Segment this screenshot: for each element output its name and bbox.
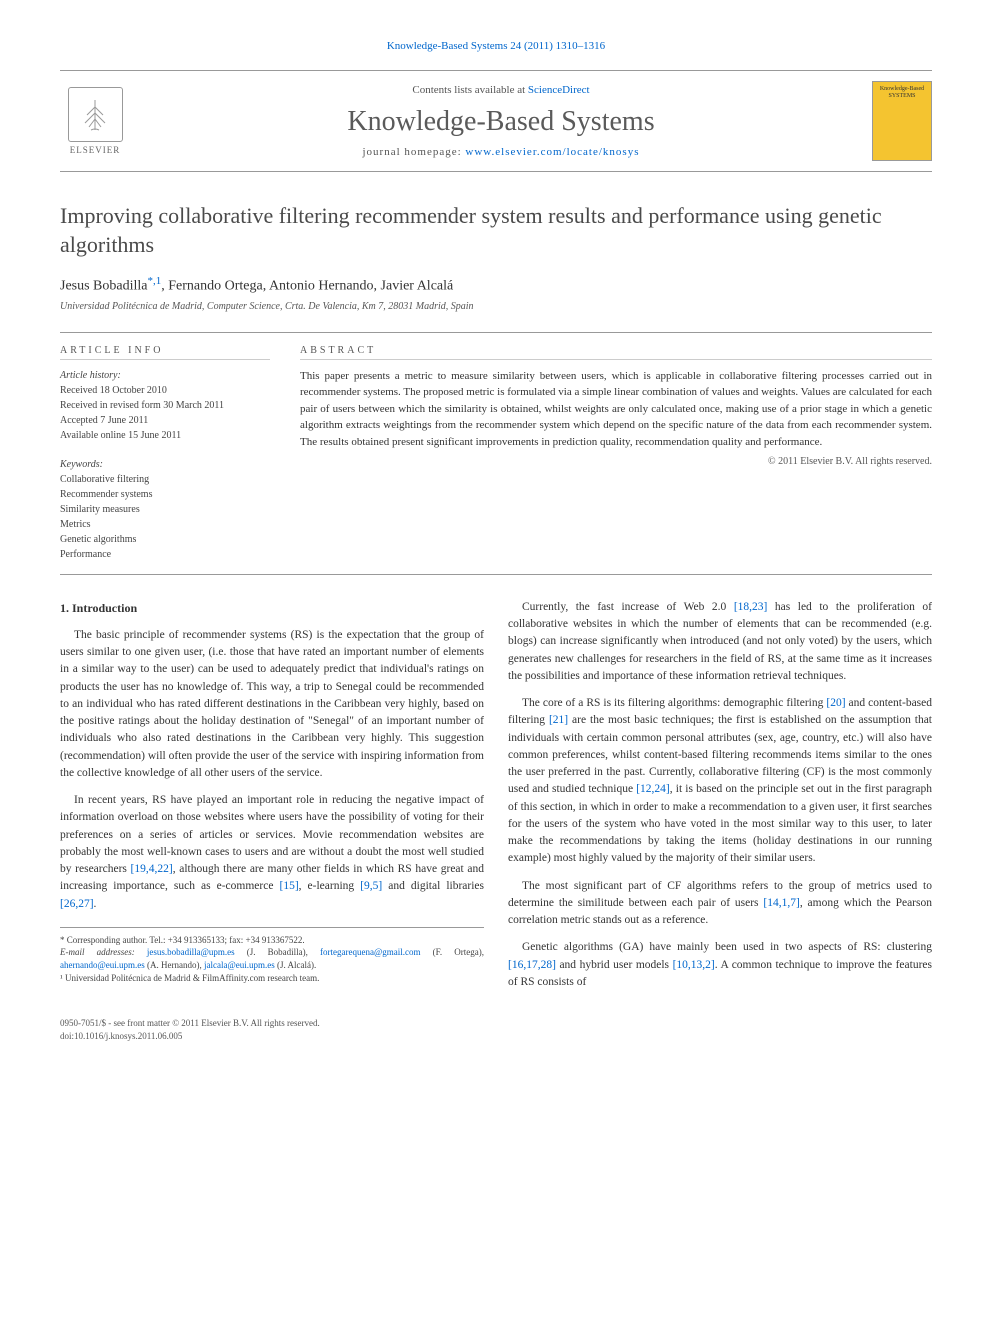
column-right: Currently, the fast increase of Web 2.0 … — [508, 599, 932, 1001]
cover-text: Knowledge-Based SYSTEMS — [877, 86, 927, 99]
doi-line: doi:10.1016/j.knosys.2011.06.005 — [60, 1030, 932, 1043]
journal-name: Knowledge-Based Systems — [130, 106, 872, 138]
author-primary: Jesus Bobadilla — [60, 279, 148, 294]
column-left: 1. Introduction The basic principle of r… — [60, 599, 484, 1001]
ref-link[interactable]: [19,4,22] — [131, 863, 173, 875]
homepage-prefix: journal homepage: — [362, 146, 465, 158]
masthead: ELSEVIER Contents lists available at Sci… — [60, 70, 932, 172]
text: (J. Bobadilla), — [235, 947, 320, 957]
homepage-link[interactable]: www.elsevier.com/locate/knosys — [465, 146, 639, 158]
paragraph: Currently, the fast increase of Web 2.0 … — [508, 599, 932, 685]
text: Genetic algorithms (GA) have mainly been… — [522, 941, 932, 953]
text: Currently, the fast increase of Web 2.0 — [522, 601, 734, 613]
ref-link[interactable]: [10,13,2] — [673, 959, 715, 971]
text: (J. Alcalá). — [275, 960, 316, 970]
keywords-label: Keywords: — [60, 457, 270, 472]
abstract-text: This paper presents a metric to measure … — [300, 368, 932, 451]
abstract-column: ABSTRACT This paper presents a metric to… — [300, 345, 932, 562]
article-title: Improving collaborative filtering recomm… — [60, 202, 932, 259]
history-block: Article history: Received 18 October 201… — [60, 368, 270, 443]
history-label: Article history: — [60, 368, 270, 383]
paragraph: The core of a RS is its filtering algori… — [508, 695, 932, 868]
text: (F. Ortega), — [421, 947, 485, 957]
corresponding-author: * Corresponding author. Tel.: +34 913365… — [60, 934, 484, 947]
paragraph: In recent years, RS have played an impor… — [60, 792, 484, 913]
contents-prefix: Contents lists available at — [412, 84, 527, 96]
ref-link[interactable]: [21] — [549, 714, 568, 726]
emails-line: E-mail addresses: jesus.bobadilla@upm.es… — [60, 946, 484, 971]
masthead-center: Contents lists available at ScienceDirec… — [130, 84, 872, 158]
issn-line: 0950-7051/$ - see front matter © 2011 El… — [60, 1017, 932, 1030]
email-link[interactable]: jesus.bobadilla@upm.es — [147, 947, 235, 957]
received-date: Received 18 October 2010 — [60, 383, 270, 398]
revised-date: Received in revised form 30 March 2011 — [60, 398, 270, 413]
paragraph: Genetic algorithms (GA) have mainly been… — [508, 939, 932, 991]
keyword: Performance — [60, 547, 270, 562]
sciencedirect-link[interactable]: ScienceDirect — [528, 84, 590, 96]
abstract-label: ABSTRACT — [300, 345, 932, 360]
article-info: ARTICLE INFO Article history: Received 1… — [60, 345, 270, 562]
elsevier-tree-icon — [68, 87, 123, 142]
section-heading: 1. Introduction — [60, 599, 484, 617]
keyword: Similarity measures — [60, 502, 270, 517]
email-link[interactable]: ahernando@eui.upm.es — [60, 960, 145, 970]
contents-line: Contents lists available at ScienceDirec… — [130, 84, 872, 96]
ref-link[interactable]: [12,24] — [636, 783, 670, 795]
text: and digital libraries — [382, 880, 484, 892]
online-date: Available online 15 June 2011 — [60, 428, 270, 443]
email-link[interactable]: jalcala@eui.upm.es — [204, 960, 275, 970]
body-columns: 1. Introduction The basic principle of r… — [60, 599, 932, 1001]
ref-link[interactable]: [14,1,7] — [763, 897, 799, 909]
affiliation: Universidad Politécnica de Madrid, Compu… — [60, 301, 932, 312]
ref-link[interactable]: [26,27] — [60, 898, 94, 910]
info-abstract-row: ARTICLE INFO Article history: Received 1… — [60, 332, 932, 575]
elsevier-logo: ELSEVIER — [60, 81, 130, 161]
journal-cover-thumbnail: Knowledge-Based SYSTEMS — [872, 81, 932, 161]
ref-link[interactable]: [18,23] — [734, 601, 768, 613]
text: The core of a RS is its filtering algori… — [522, 697, 826, 709]
elsevier-label: ELSEVIER — [70, 145, 121, 155]
footer-bar: 0950-7051/$ - see front matter © 2011 El… — [60, 1017, 932, 1042]
abstract-copyright: © 2011 Elsevier B.V. All rights reserved… — [300, 456, 932, 467]
homepage-line: journal homepage: www.elsevier.com/locat… — [130, 146, 872, 158]
email-label: E-mail addresses: — [60, 947, 147, 957]
keyword: Genetic algorithms — [60, 532, 270, 547]
keyword: Recommender systems — [60, 487, 270, 502]
ref-link[interactable]: [15] — [279, 880, 298, 892]
authors-rest: , Fernando Ortega, Antonio Hernando, Jav… — [161, 279, 453, 294]
email-link[interactable]: fortegarequena@gmail.com — [320, 947, 421, 957]
authors-line: Jesus Bobadilla*,1, Fernando Ortega, Ant… — [60, 275, 932, 295]
citation[interactable]: Knowledge-Based Systems 24 (2011) 1310–1… — [60, 40, 932, 52]
accepted-date: Accepted 7 June 2011 — [60, 413, 270, 428]
paragraph: The basic principle of recommender syste… — [60, 627, 484, 782]
ref-link[interactable]: [16,17,28] — [508, 959, 556, 971]
keywords-block: Keywords: Collaborative filtering Recomm… — [60, 457, 270, 562]
text: , it is based on the principle set out i… — [508, 783, 932, 864]
text: (A. Hernando), — [145, 960, 204, 970]
text: and hybrid user models — [556, 959, 673, 971]
ref-link[interactable]: [9,5] — [360, 880, 382, 892]
ref-link[interactable]: [20] — [826, 697, 845, 709]
author-sup[interactable]: *,1 — [148, 275, 162, 287]
text: , e-learning — [299, 880, 361, 892]
footnote-1: ¹ Universidad Politécnica de Madrid & Fi… — [60, 972, 484, 985]
keyword: Collaborative filtering — [60, 472, 270, 487]
text: . — [94, 898, 97, 910]
footnotes: * Corresponding author. Tel.: +34 913365… — [60, 927, 484, 984]
article-info-label: ARTICLE INFO — [60, 345, 270, 360]
paragraph: The most significant part of CF algorith… — [508, 878, 932, 930]
keyword: Metrics — [60, 517, 270, 532]
